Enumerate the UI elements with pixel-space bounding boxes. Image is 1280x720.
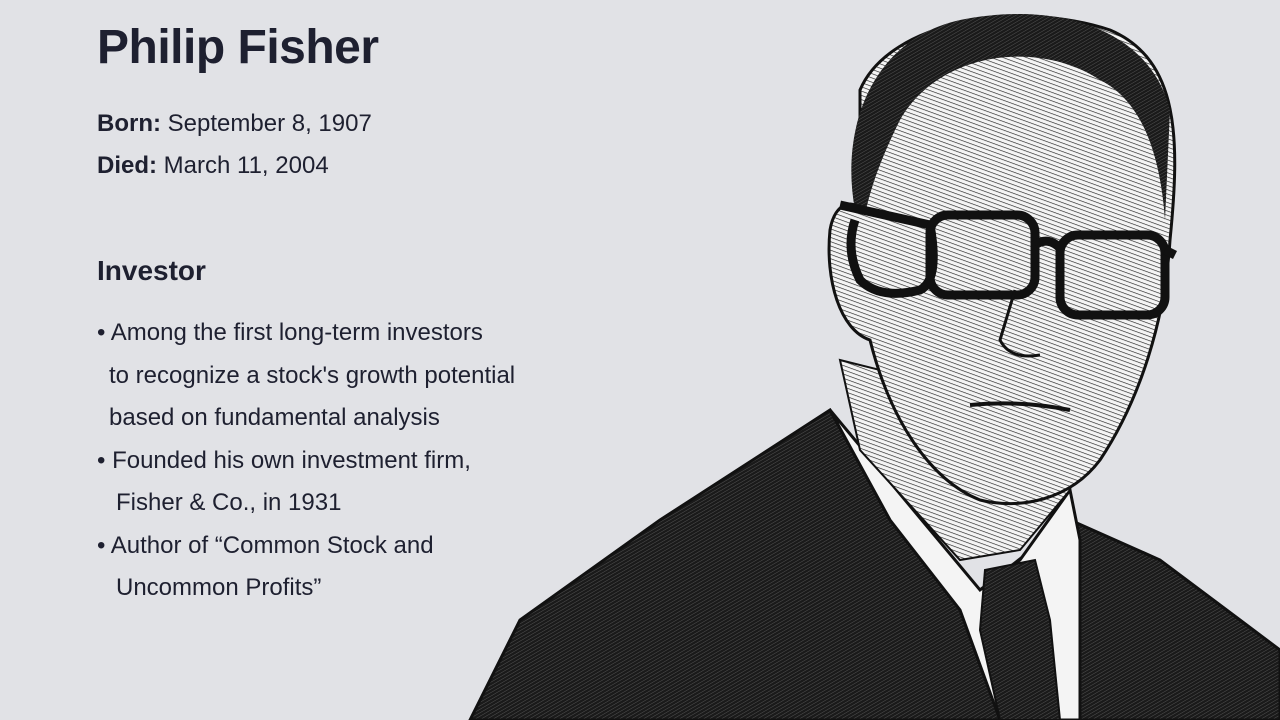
bullet-line: • Among the first long-term investors xyxy=(97,319,483,346)
born-value: September 8, 1907 xyxy=(167,110,372,137)
page-title: Philip Fisher xyxy=(97,21,379,74)
bullet-item: • Founded his own investment firm, Fishe… xyxy=(97,440,515,525)
hair xyxy=(851,14,1170,220)
born-fact: Born: September 8, 1907 xyxy=(97,110,372,138)
bullet-list: • Among the first long-term investors to… xyxy=(97,312,515,610)
bullet-line: to recognize a stock's growth potential xyxy=(109,361,516,389)
bullet-line: based on fundamental analysis xyxy=(109,404,440,431)
head xyxy=(827,15,1177,506)
bullet-item: • Among the first long-term investors to… xyxy=(97,312,515,440)
portrait-illustration xyxy=(468,14,1280,720)
subtitle: Investor xyxy=(97,255,206,286)
glasses xyxy=(839,200,1178,320)
bullet-line: Uncommon Profits” xyxy=(116,574,322,601)
died-label: Died: xyxy=(97,152,157,179)
mouth xyxy=(969,401,1071,412)
died-value: March 11, 2004 xyxy=(163,152,329,179)
bullet-item: • Author of “Common Stock and Uncommon P… xyxy=(97,525,515,610)
born-label: Born: xyxy=(97,110,161,137)
died-fact: Died: March 11, 2004 xyxy=(97,152,329,180)
bullet-line: • Author of “Common Stock and xyxy=(97,531,434,559)
bullet-line: Fisher & Co., in 1931 xyxy=(116,489,342,516)
tie xyxy=(978,558,1062,720)
bullet-line: • Founded his own investment firm, xyxy=(97,446,471,474)
